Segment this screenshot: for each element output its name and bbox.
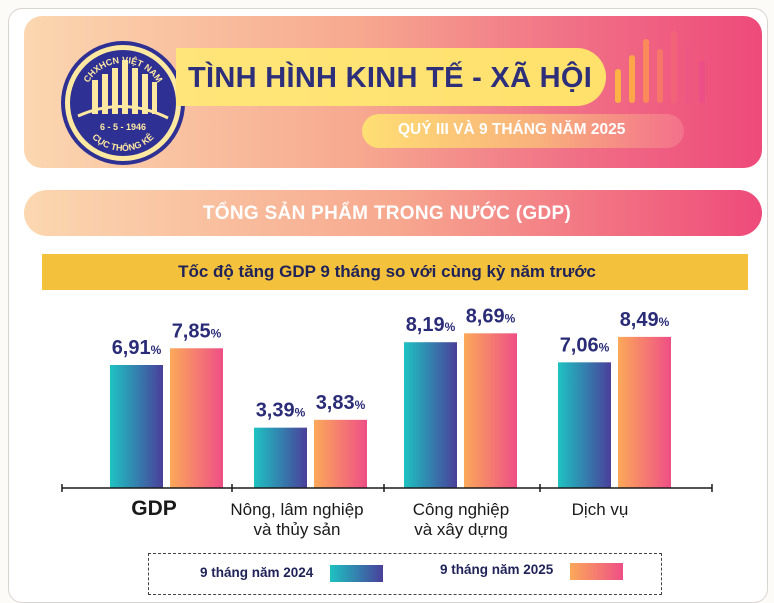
value-label-2025-cat-1: 3,83% [316, 392, 366, 414]
statistics-office-logo: CHXHCN VIỆT NAM 6 - 5 - 1946 CỤC THỐNG K… [61, 41, 185, 165]
legend-label-2024: 9 tháng năm 2024 [200, 565, 314, 580]
legend-swatch-2025 [570, 563, 623, 580]
bar-2025-cat-2 [464, 333, 517, 488]
bar-2024-cat-1 [254, 427, 307, 488]
gdp-growth-bar-chart: 6,91% 7,85% 3,39% 3,83% 8,19% 8,69% 7,06% 8,49%… [61, 305, 713, 539]
section-title: TỔNG SẢN PHẨM TRONG NƯỚC (GDP) [202, 203, 572, 224]
bar-2024-cat-0 [110, 365, 163, 488]
chart-title: Tốc độ tăng GDP 9 tháng so với cùng kỳ n… [178, 262, 596, 281]
legend [148, 553, 662, 595]
section-header [24, 190, 762, 236]
bar-2025-cat-1 [314, 419, 367, 488]
value-label-2024-cat-0: 6,91% [112, 337, 162, 359]
chart-title-band [42, 254, 748, 290]
value-label-2024-cat-1: 3,39% [256, 400, 306, 422]
decorative-bar-chart-icon [615, 31, 705, 103]
bar-2024-cat-2 [404, 342, 457, 488]
subtitle-pill [362, 114, 684, 148]
bar-2025-cat-0 [170, 348, 223, 488]
title-band [176, 48, 606, 106]
value-label-2025-cat-3: 8,49% [620, 309, 670, 331]
value-label-2025-cat-2: 8,69% [466, 305, 516, 327]
category-label-2: Công nghiệp và xây dựng [413, 500, 509, 539]
bar-2024-cat-3 [558, 362, 611, 488]
page-subtitle: QUÝ III VÀ 9 THÁNG NĂM 2025 [398, 121, 626, 138]
bar-2025-cat-3 [618, 336, 671, 488]
value-label-2024-cat-2: 8,19% [406, 314, 456, 336]
category-label-3: Dịch vụ [572, 500, 629, 519]
category-label-0: GDP [131, 497, 177, 520]
legend-swatch-2024 [330, 565, 383, 582]
value-label-2025-cat-0: 7,85% [172, 320, 222, 342]
category-label-1: Nông, lâm nghiệp và thủy sản [230, 500, 363, 539]
value-label-2024-cat-3: 7,06% [560, 334, 610, 356]
legend-label-2025: 9 tháng năm 2025 [440, 562, 554, 577]
page-title: TÌNH HÌNH KINH TẾ - XÃ HỘI [188, 62, 593, 94]
logo-date-text: 6 - 5 - 1946 [100, 122, 146, 132]
